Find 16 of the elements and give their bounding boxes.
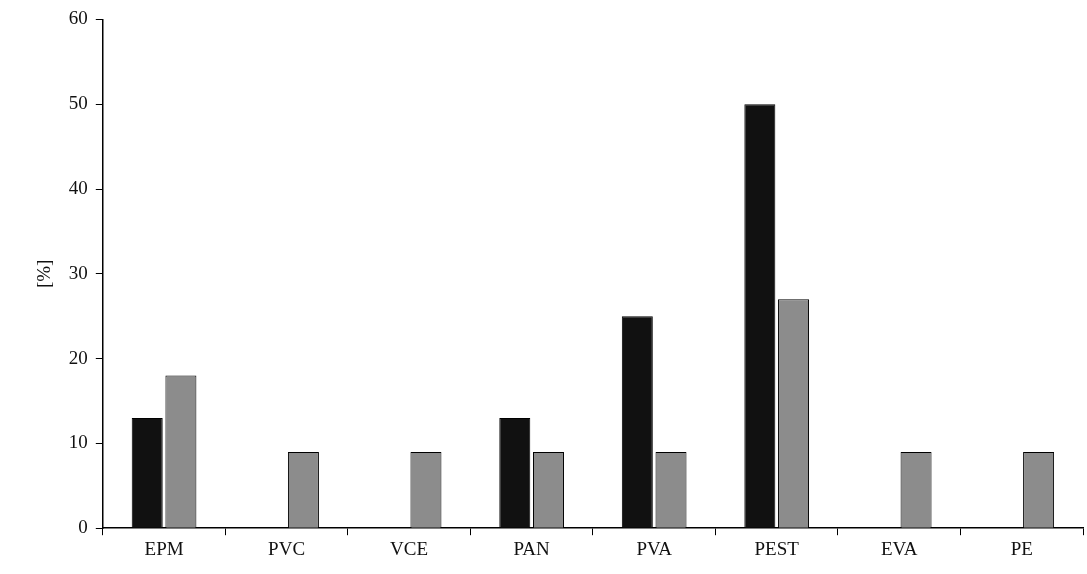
x-tick-label: PEST (754, 537, 800, 559)
y-tick-label: 20 (68, 346, 88, 368)
y-tick-label: 30 (68, 261, 88, 283)
x-tick-label: PVA (636, 537, 673, 559)
x-tick-label: EVA (880, 537, 918, 559)
x-tick-label: PVC (268, 537, 306, 559)
y-tick-label: 10 (68, 431, 88, 453)
y-tick-label: 40 (68, 176, 88, 198)
y-axis-title: [%] (33, 259, 55, 289)
y-tick-label: 0 (78, 516, 88, 538)
y-tick-label: 50 (68, 92, 88, 114)
x-tick-label: PAN (513, 537, 551, 559)
x-tick-label: PE (1010, 537, 1033, 559)
x-tick-label: EPM (144, 537, 184, 559)
y-tick-label: 60 (68, 7, 88, 29)
x-tick-label: VCE (390, 537, 429, 559)
